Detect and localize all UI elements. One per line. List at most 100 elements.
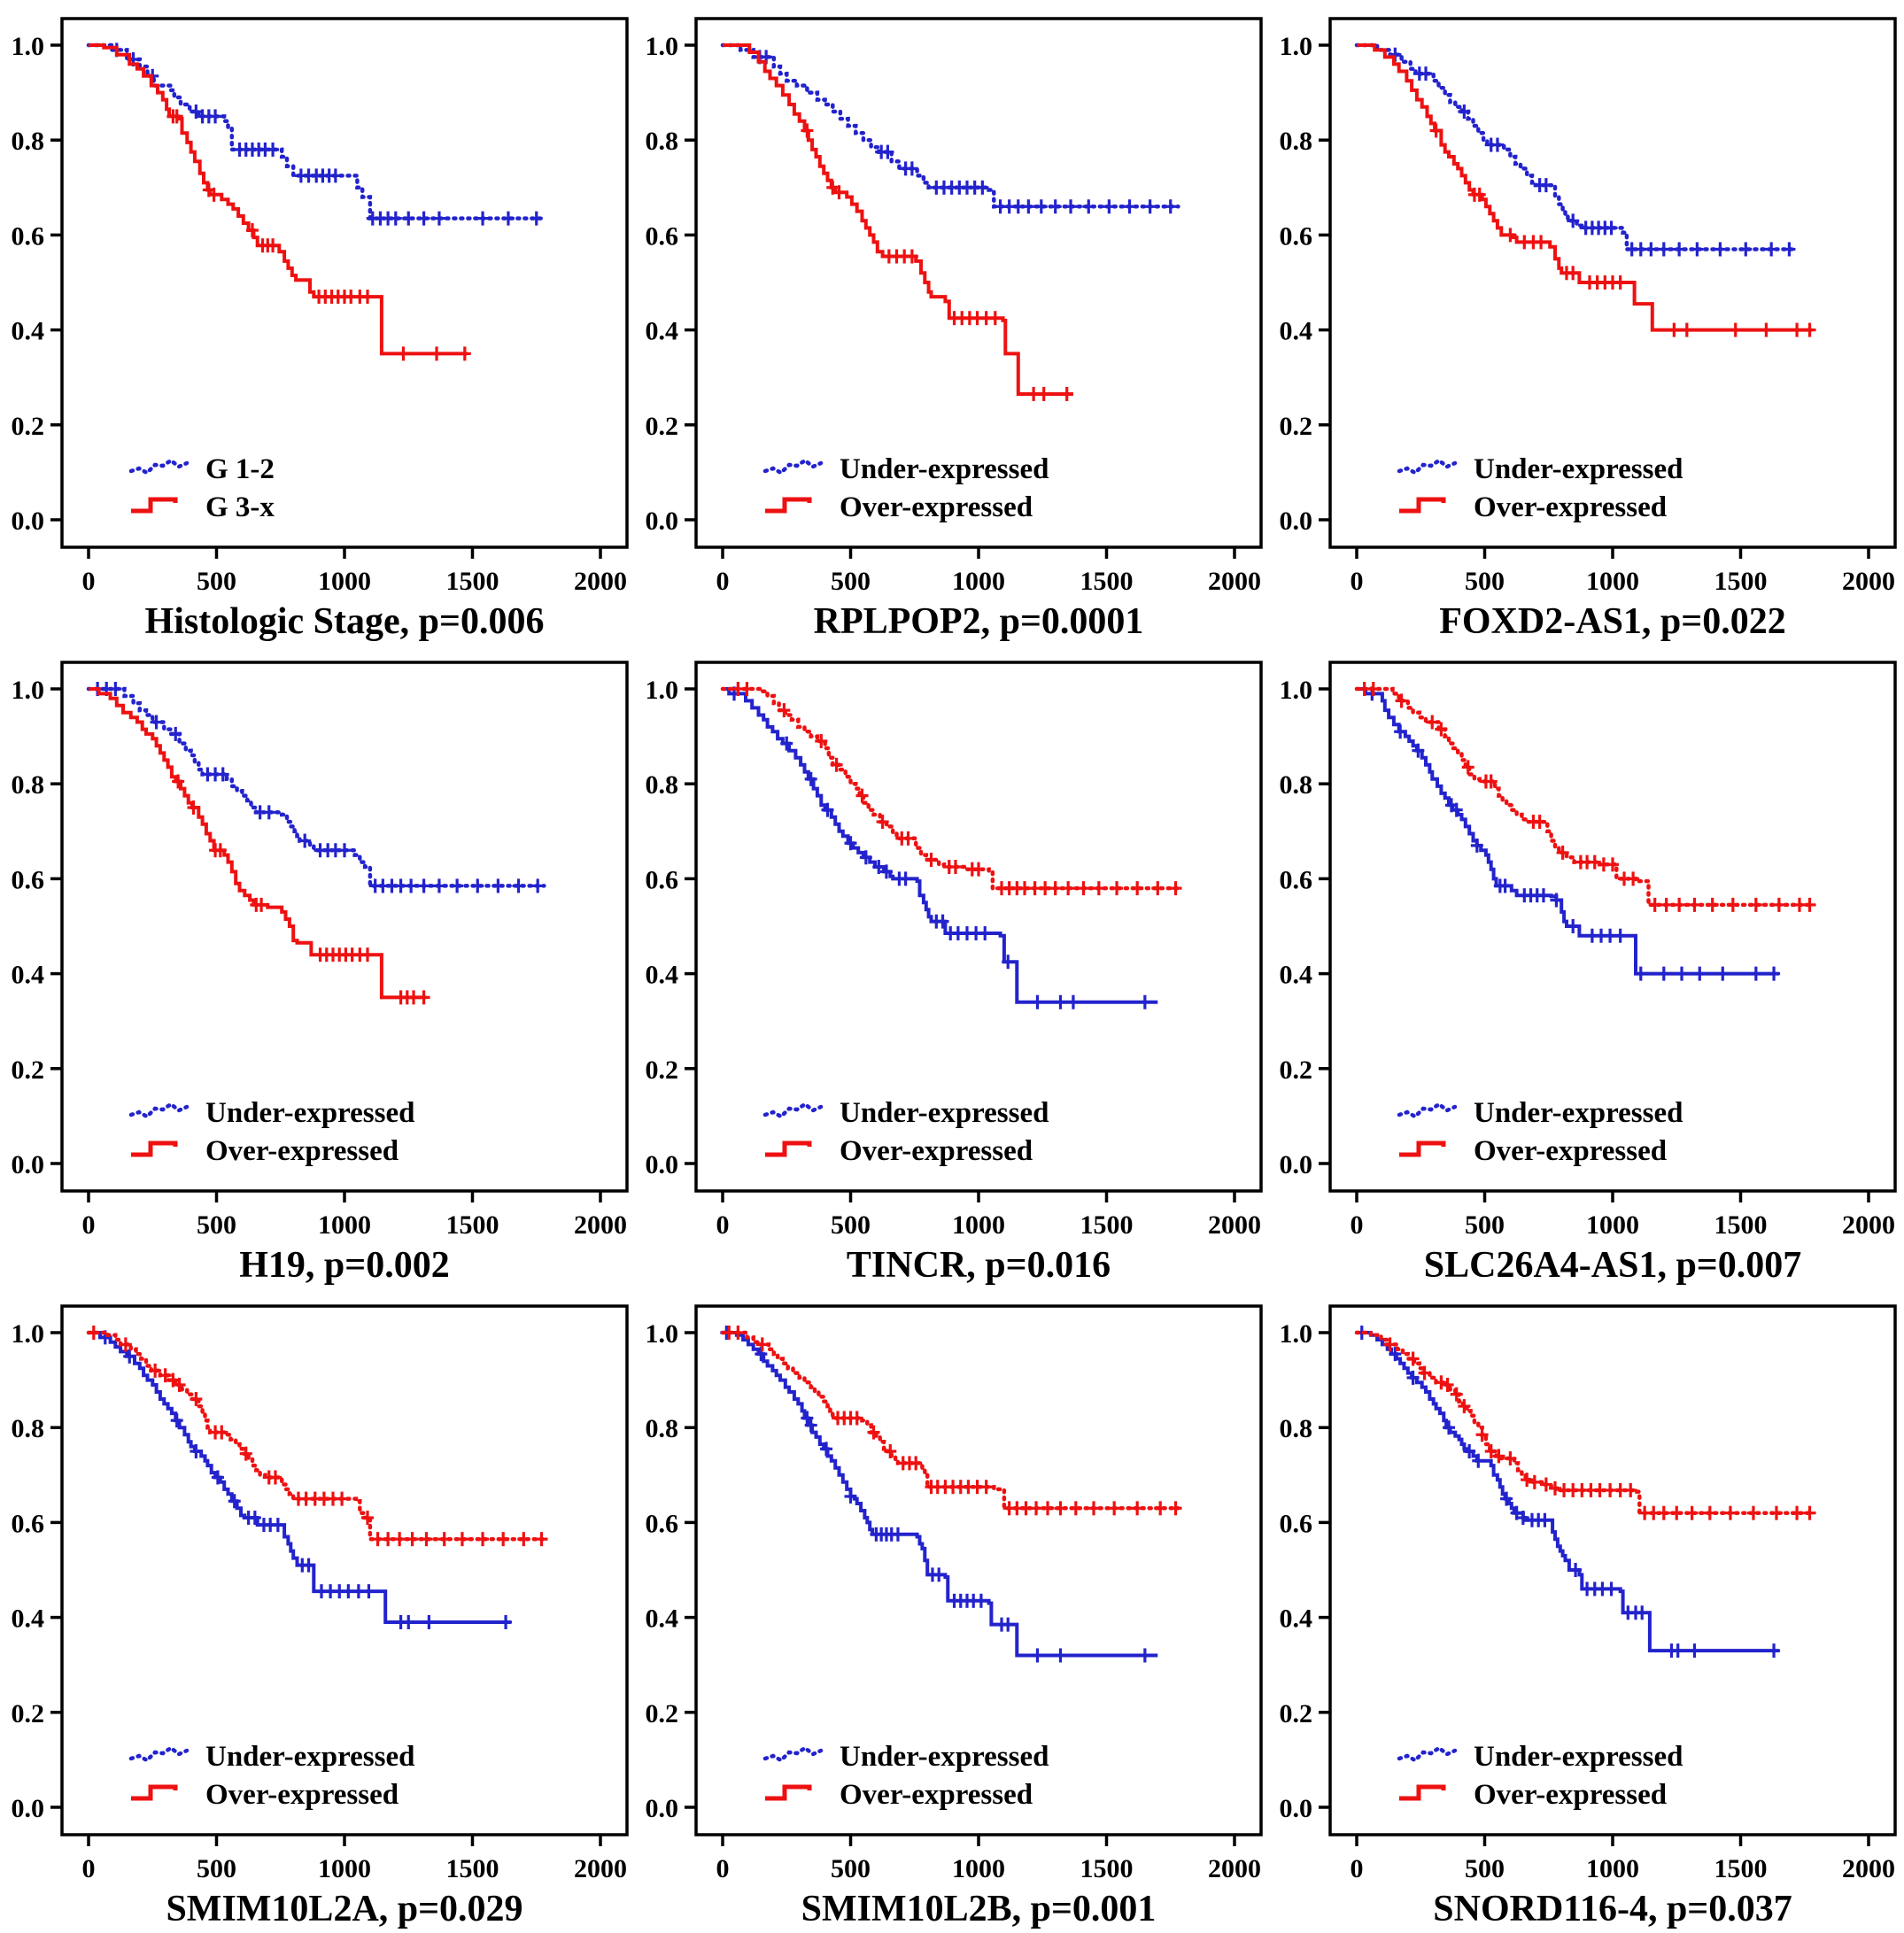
legend-swatch-blue-dotted bbox=[128, 1102, 190, 1119]
legend-swatch-red-solid bbox=[1399, 1140, 1446, 1157]
y-tick-label: 1.0 bbox=[1280, 1319, 1313, 1349]
y-tick-label: 0.2 bbox=[1280, 1055, 1313, 1085]
y-tick-label: 0.8 bbox=[12, 770, 45, 800]
legend: Under-expressed Over-expressed bbox=[128, 1741, 414, 1811]
x-tick-label: 1000 bbox=[1586, 567, 1639, 596]
x-tick-label: 0 bbox=[716, 567, 730, 596]
x-tick-label: 500 bbox=[1465, 567, 1505, 596]
censor-marks-blue bbox=[1355, 1326, 1781, 1659]
legend-swatch-red-solid bbox=[131, 1784, 178, 1801]
x-tick-label: 1500 bbox=[1080, 567, 1134, 596]
censor-marks-blue bbox=[720, 1326, 1151, 1663]
legend-label-red: Over-expressed bbox=[840, 1779, 1033, 1811]
legend-swatch-blue-dotted bbox=[128, 1745, 190, 1763]
x-tick-label: 500 bbox=[1465, 1854, 1505, 1883]
y-tick-label: 0.0 bbox=[1280, 1794, 1313, 1823]
censor-marks-red bbox=[1383, 1337, 1816, 1520]
x-tick-label: 0 bbox=[1351, 567, 1364, 596]
x-tick-label: 500 bbox=[831, 567, 871, 596]
y-tick-label: 0.2 bbox=[12, 1699, 45, 1728]
legend-label-red: G 3-x bbox=[205, 491, 275, 523]
x-tick-label: 1000 bbox=[318, 1854, 371, 1883]
y-tick-label: 0.2 bbox=[646, 1055, 679, 1085]
y-tick-label: 0.2 bbox=[1280, 412, 1313, 441]
y-tick-label: 1.0 bbox=[646, 676, 679, 705]
km-curve-blue bbox=[723, 687, 1158, 1004]
x-tick-label: 0 bbox=[716, 1210, 730, 1240]
y-tick-label: 1.0 bbox=[646, 1319, 679, 1349]
km-curve-red bbox=[720, 1330, 1180, 1511]
legend-swatch-red-solid bbox=[131, 1140, 178, 1157]
x-tick-label: 500 bbox=[197, 1854, 236, 1883]
y-tick-label: 0.4 bbox=[12, 317, 45, 346]
x-tick-label: 1500 bbox=[446, 1210, 499, 1240]
legend-label-blue: Under-expressed bbox=[1474, 453, 1683, 485]
km-panel-foxd2-as1: 1.0 0.8 0.6 0.4 0.2 0.0 0 500 1000 1500 2000 Under-… bbox=[1268, 0, 1902, 644]
y-tick-label: 0.8 bbox=[1280, 1414, 1313, 1443]
panel-title: RPLPOP2, p=0.0001 bbox=[814, 601, 1144, 642]
censor-marks-red bbox=[731, 682, 1182, 896]
legend-swatch-red-solid bbox=[131, 497, 178, 514]
y-tick-label: 0.6 bbox=[646, 865, 679, 894]
x-tick-label: 2000 bbox=[574, 1210, 627, 1240]
y-tick-label: 0.4 bbox=[1280, 1604, 1313, 1634]
censor-marks-red bbox=[1429, 123, 1816, 337]
legend-swatch-blue-dotted bbox=[1397, 1745, 1458, 1763]
legend-label-blue: G 1-2 bbox=[205, 453, 275, 485]
x-tick-label: 0 bbox=[82, 567, 96, 596]
x-tick-label: 0 bbox=[82, 1854, 96, 1883]
km-curve-red bbox=[1354, 686, 1815, 908]
legend-swatch-red-solid bbox=[1399, 497, 1446, 514]
km-curve-blue bbox=[1357, 687, 1779, 976]
x-tick-label: 1000 bbox=[952, 1854, 1005, 1883]
y-tick-label: 0.6 bbox=[1280, 221, 1313, 251]
y-tick-label: 0.8 bbox=[12, 127, 45, 156]
y-tick-label: 0.8 bbox=[1280, 770, 1313, 800]
y-tick-label: 0.0 bbox=[646, 1150, 679, 1179]
x-tick-label: 1500 bbox=[446, 567, 499, 596]
legend-label-red: Over-expressed bbox=[205, 1779, 399, 1811]
km-curve-red bbox=[1357, 43, 1813, 332]
km-panel-smim10l2a: 1.0 0.8 0.6 0.4 0.2 0.0 0 500 1000 1500 2000 Under-… bbox=[0, 1287, 634, 1931]
y-tick-label: 0.6 bbox=[12, 865, 45, 894]
km-plot: 1.0 0.8 0.6 0.4 0.2 0.0 0 500 1000 1500 2000 Under-… bbox=[1280, 1304, 1897, 1929]
legend: Under-expressed Over-expressed bbox=[762, 1741, 1049, 1811]
km-curve-blue bbox=[723, 1331, 1158, 1658]
x-tick-label: 1000 bbox=[952, 567, 1005, 596]
censor-marks-blue bbox=[98, 1330, 513, 1629]
legend-label-red: Over-expressed bbox=[1474, 1779, 1667, 1811]
legend-swatch-blue-dotted bbox=[762, 1745, 824, 1763]
km-plot: 1.0 0.8 0.6 0.4 0.2 0.0 0 500 1000 1500 2000 Under-… bbox=[1280, 661, 1897, 1286]
km-curve-red bbox=[86, 1330, 546, 1542]
x-tick-label: 500 bbox=[831, 1210, 871, 1240]
y-tick-label: 0.4 bbox=[646, 961, 679, 990]
km-plot: 1.0 0.8 0.6 0.4 0.2 0.0 0 500 1000 1500 2000 Under-… bbox=[1280, 17, 1897, 642]
censor-marks-blue bbox=[1389, 47, 1796, 257]
y-tick-label: 0.8 bbox=[646, 770, 679, 800]
legend-swatch-red-solid bbox=[765, 497, 812, 514]
censor-marks-red bbox=[172, 774, 430, 1005]
x-tick-label: 0 bbox=[82, 1210, 96, 1240]
legend-label-red: Over-expressed bbox=[205, 1135, 399, 1167]
x-tick-label: 1500 bbox=[446, 1854, 499, 1883]
legend: G 1-2 G 3-x bbox=[128, 453, 275, 523]
y-tick-label: 1.0 bbox=[12, 676, 45, 705]
km-plot: 1.0 0.8 0.6 0.4 0.2 0.0 0 500 1000 1500 2000 Under-… bbox=[646, 661, 1263, 1286]
y-tick-label: 0.0 bbox=[12, 1794, 45, 1823]
km-panel-smim10l2b: 1.0 0.8 0.6 0.4 0.2 0.0 0 500 1000 1500 2000 Under-… bbox=[634, 1287, 1268, 1931]
censor-marks-red bbox=[723, 1326, 1182, 1516]
km-panel-tincr: 1.0 0.8 0.6 0.4 0.2 0.0 0 500 1000 1500 2000 Under-… bbox=[634, 644, 1268, 1287]
km-curve-blue bbox=[89, 1331, 511, 1624]
y-tick-label: 0.0 bbox=[1280, 506, 1313, 536]
censor-marks-blue bbox=[728, 686, 1151, 1009]
y-tick-label: 0.6 bbox=[12, 1509, 45, 1538]
y-tick-label: 0.6 bbox=[1280, 1509, 1313, 1538]
legend-swatch-blue-dotted bbox=[1397, 458, 1458, 476]
x-tick-label: 0 bbox=[1351, 1854, 1364, 1883]
km-panel-snord116-4: 1.0 0.8 0.6 0.4 0.2 0.0 0 500 1000 1500 2000 Under-… bbox=[1268, 1287, 1902, 1931]
y-tick-label: 1.0 bbox=[1280, 676, 1313, 705]
legend-label-blue: Under-expressed bbox=[1474, 1741, 1683, 1773]
y-tick-label: 0.0 bbox=[1280, 1150, 1313, 1179]
censor-marks-blue bbox=[91, 682, 545, 893]
censor-marks-red bbox=[87, 1326, 548, 1547]
